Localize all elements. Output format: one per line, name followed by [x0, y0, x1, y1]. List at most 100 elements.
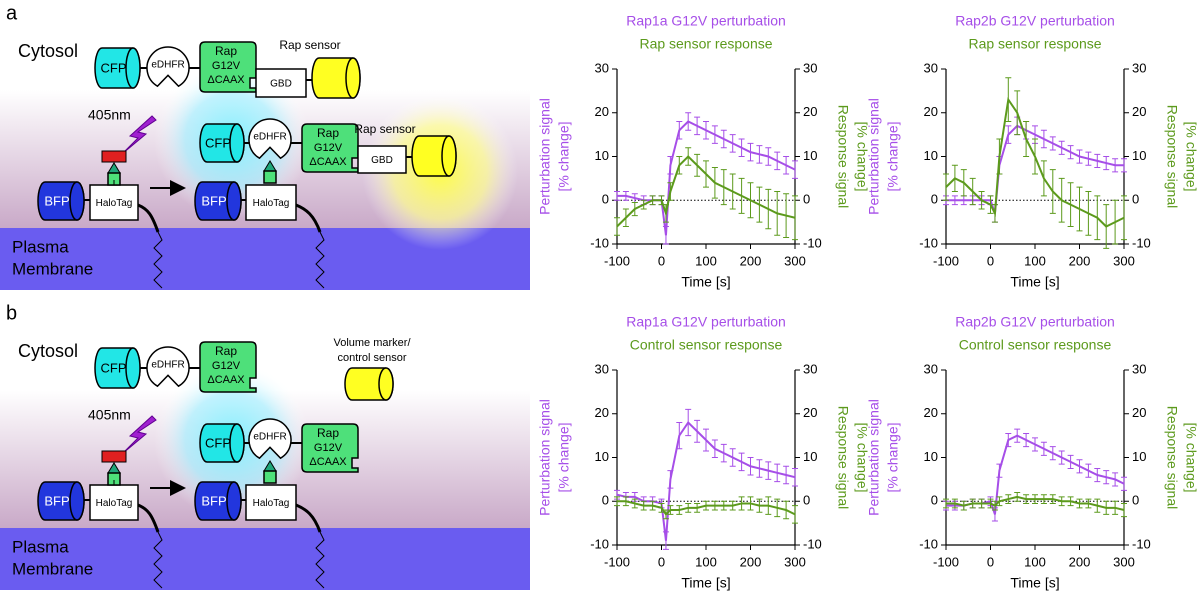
y-tick-label: 30	[924, 60, 938, 75]
protein-label: Rap	[215, 344, 237, 358]
y-axis-label: [% change]	[885, 121, 901, 191]
y2-tick-label: -10	[1132, 536, 1151, 551]
compartment-label: Membrane	[12, 259, 93, 278]
y-tick-label: 10	[924, 148, 938, 163]
y-axis-label: [% change]	[885, 422, 901, 492]
y2-tick-label: 30	[803, 361, 817, 376]
protein-label: Rap	[317, 426, 339, 440]
compartment-label: Plasma	[12, 537, 69, 556]
compartment-label: Cytosol	[18, 341, 78, 361]
y2-tick-label: 20	[803, 405, 817, 420]
series-line	[616, 420, 796, 541]
y-tick-label: 20	[924, 104, 938, 119]
sensor-label: Volume marker/	[333, 337, 411, 349]
y2-tick-label: 0	[803, 493, 810, 508]
compartment-label: Plasma	[12, 237, 69, 256]
protein-label: ΔCAAX	[207, 74, 245, 86]
light-label: 405nm	[88, 107, 131, 123]
y2-tick-label: 0	[803, 192, 810, 207]
y2-axis-label: [% change]	[1183, 121, 1199, 191]
protein-label: G12V	[212, 360, 241, 372]
y2-tick-label: 0	[1132, 493, 1139, 508]
protein-label: ΔCAAX	[309, 456, 347, 468]
protein-label: eDHFR	[253, 432, 286, 443]
cylinder-face	[345, 57, 361, 99]
y2-tick-label: 10	[803, 449, 817, 464]
x-tick-label: -100	[933, 253, 959, 268]
chart-title: Rap sensor response	[968, 36, 1101, 52]
x-tick-label: 300	[784, 253, 806, 268]
protein-box	[245, 184, 297, 221]
membrane-bg	[0, 528, 530, 590]
protein-label: BFP	[201, 193, 226, 208]
rap-box	[199, 341, 257, 393]
y2-tick-label: -10	[803, 536, 822, 551]
chart-title: Control sensor response	[630, 337, 783, 353]
error-bar	[792, 467, 798, 487]
x-tick-label: 0	[987, 253, 994, 268]
protein-label: eDHFR	[151, 360, 184, 371]
cylinder-face	[229, 123, 245, 163]
x-axis-label: Time [s]	[681, 575, 730, 591]
protein-label: ΔCAAX	[309, 156, 347, 168]
light-label: 405nm	[88, 407, 131, 423]
y2-axis-label: [% change]	[1183, 422, 1199, 492]
y2-axis-label: Response signal	[1164, 105, 1180, 209]
y-tick-label: -10	[919, 235, 938, 250]
y-tick-label: 0	[602, 493, 609, 508]
series-line	[946, 124, 1124, 214]
lipid-chain	[153, 531, 163, 589]
compartment-label: Cytosol	[18, 41, 78, 61]
protein-label: CFP	[205, 135, 231, 150]
y-tick-label: 30	[595, 60, 609, 75]
x-tick-label: 300	[784, 554, 806, 569]
chart-title: Rap2b G12V perturbation	[955, 314, 1115, 330]
protein-label: ΔCAAX	[207, 374, 245, 386]
protein-label: eDHFR	[151, 60, 184, 71]
protein-label: GBD	[371, 155, 393, 166]
y-axis-label: Perturbation signal	[866, 399, 882, 516]
cylinder-face	[229, 423, 245, 463]
anchor-tail	[295, 203, 322, 233]
protein-label: CFP	[101, 60, 127, 75]
y-tick-label: 0	[602, 192, 609, 207]
cylinder-face	[69, 481, 85, 521]
error-bar	[1121, 476, 1127, 491]
protein-label: BFP	[201, 493, 226, 508]
protein-box	[255, 68, 307, 98]
protein-label: G12V	[314, 142, 343, 154]
y-tick-label: -10	[919, 536, 938, 551]
y2-axis-label: [% change]	[854, 422, 870, 492]
y-tick-label: 20	[924, 405, 938, 420]
y-tick-label: -10	[590, 235, 609, 250]
x-tick-label: 0	[658, 253, 665, 268]
protein-label: Rap	[215, 44, 237, 58]
y2-tick-label: -10	[803, 235, 822, 250]
x-tick-label: -100	[604, 554, 630, 569]
y2-tick-label: 0	[1132, 192, 1139, 207]
sensor-label: Rap sensor	[279, 38, 340, 52]
y2-tick-label: 10	[1132, 148, 1146, 163]
protein-label: GBD	[270, 79, 292, 90]
lipid-chain	[153, 231, 163, 289]
chart-title: Rap1a G12V perturbation	[626, 13, 786, 29]
x-tick-label: 0	[987, 554, 994, 569]
x-tick-label: 200	[1069, 253, 1091, 268]
x-tick-label: 100	[1024, 554, 1046, 569]
lipid-chain	[315, 531, 325, 589]
protein-label: HaloTag	[96, 498, 133, 509]
sensor-label: Rap sensor	[354, 122, 415, 136]
protein-label: BFP	[44, 193, 69, 208]
anchor-tail	[137, 503, 160, 533]
y-axis-label: [% change]	[556, 422, 572, 492]
x-tick-label: 0	[658, 554, 665, 569]
x-tick-label: -100	[933, 554, 959, 569]
protein-label: G12V	[212, 60, 241, 72]
y-tick-label: -10	[590, 536, 609, 551]
light-bolt	[121, 415, 157, 455]
y-tick-label: 0	[931, 493, 938, 508]
y2-axis-label: [% change]	[854, 121, 870, 191]
x-axis-label: Time [s]	[1010, 575, 1059, 591]
y-tick-label: 10	[924, 449, 938, 464]
chart-title: Rap1a G12V perturbation	[626, 314, 786, 330]
